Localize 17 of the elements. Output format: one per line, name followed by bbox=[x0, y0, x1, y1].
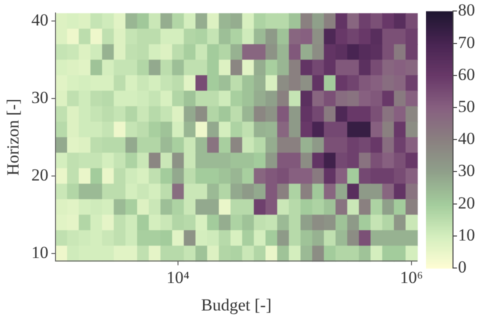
color-bar-label: 40 bbox=[458, 129, 475, 148]
color-bar-label: 50 bbox=[458, 96, 475, 116]
color-bar-label: 10 bbox=[458, 225, 475, 244]
color-bar-label: 30 bbox=[458, 161, 475, 180]
y-tick-label: 20 bbox=[31, 165, 48, 184]
color-bar-label: 80 bbox=[458, 0, 475, 20]
color-bar-label: 20 bbox=[458, 193, 475, 212]
color-bar-label: 70 bbox=[458, 32, 475, 52]
y-tick-label: 40 bbox=[31, 10, 48, 30]
y-tick-label: 10 bbox=[31, 242, 48, 262]
y-axis-title: Horizon [-] bbox=[4, 98, 23, 176]
color-bar-label: 60 bbox=[458, 64, 475, 84]
x-tick-label: 10⁶ bbox=[400, 268, 423, 287]
y-tick-label: 30 bbox=[31, 88, 48, 107]
x-axis-title: Budget [-] bbox=[201, 295, 272, 314]
color-bar-label: 0 bbox=[458, 257, 466, 276]
x-tick-label: 10⁴ bbox=[166, 268, 190, 287]
